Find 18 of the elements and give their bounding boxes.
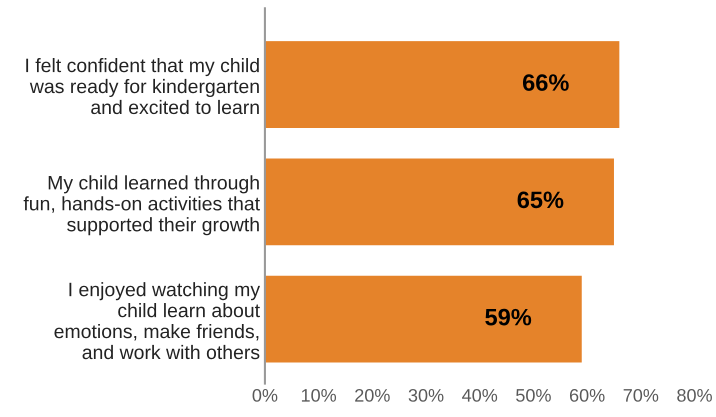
data-label: 59% [485, 308, 532, 326]
x-tick-label: 60% [570, 388, 605, 402]
data-label: 66% [522, 74, 569, 91]
bar [264, 41, 620, 128]
x-tick-label: 50% [516, 388, 551, 402]
x-tick-label: 0% [252, 388, 278, 402]
bar [264, 158, 614, 246]
y-tick-label: I felt confident that my child was ready for kindergarten and excited to learn [26, 58, 259, 114]
bar [264, 276, 582, 363]
x-tick-label: 40% [462, 388, 498, 402]
x-tick-label: 70% [624, 388, 658, 402]
x-tick-label: 20% [355, 388, 390, 402]
x-tick-label: 80% [677, 388, 712, 402]
data-label: 65% [518, 191, 564, 208]
x-tick-label: 30% [408, 388, 444, 402]
y-tick-label: My child learned through fun, hands-on activities that supported their growth [24, 175, 260, 236]
x-tick-label: 10% [302, 388, 336, 402]
y-tick-label: I enjoyed watching my child learn about emotions, make friends, and work with others [54, 282, 260, 360]
